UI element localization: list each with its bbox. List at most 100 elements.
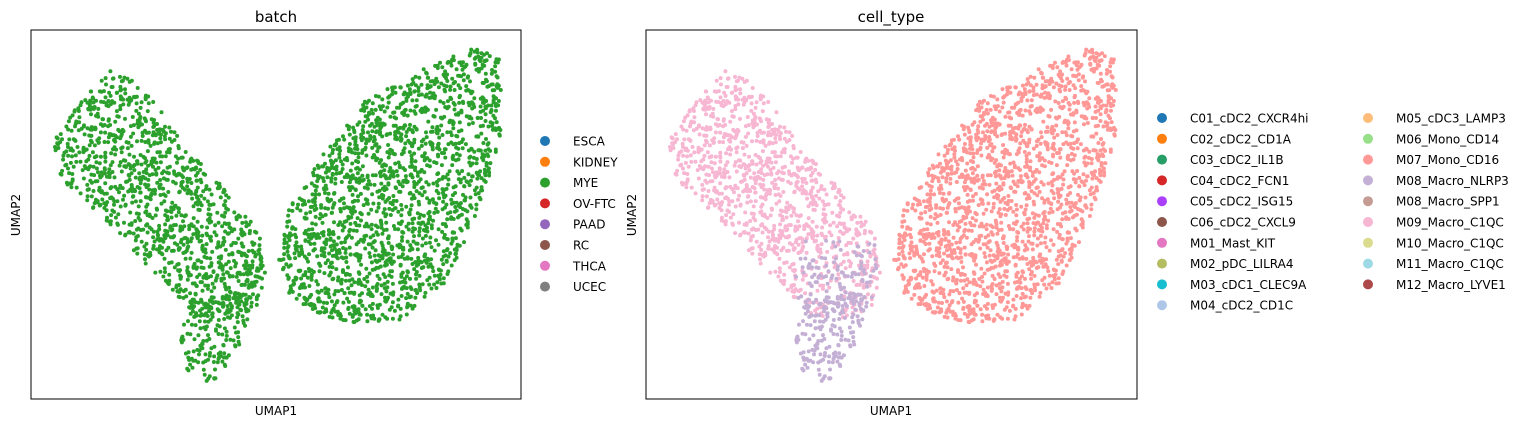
cell-point — [478, 197, 483, 202]
cell-point — [373, 258, 378, 263]
cell-point — [347, 245, 352, 250]
cell-point — [387, 206, 392, 211]
cell-point — [185, 184, 190, 189]
cell-point — [233, 295, 238, 300]
cell-point — [112, 100, 117, 105]
cell-point — [391, 224, 396, 228]
cell-point — [875, 276, 879, 281]
cell-point — [387, 273, 392, 278]
cell-point — [322, 240, 327, 245]
cell-point — [223, 210, 228, 215]
cell-point — [163, 208, 168, 213]
cell-point — [746, 164, 751, 169]
cell-point — [322, 246, 327, 251]
cell-point — [756, 154, 761, 159]
cell-point — [143, 140, 148, 144]
cell-point — [423, 241, 428, 246]
cell-point — [92, 201, 97, 206]
cell-point — [821, 333, 825, 338]
cell-point — [376, 205, 381, 210]
cell-point — [854, 253, 859, 258]
cell-point — [413, 74, 418, 79]
cell-point — [962, 142, 967, 146]
cell-point — [1049, 286, 1054, 290]
cell-point — [379, 240, 384, 245]
cell-point — [719, 103, 724, 108]
cell-point — [798, 287, 803, 292]
cell-point — [730, 187, 735, 192]
cell-point — [404, 134, 409, 139]
cell-point — [704, 112, 708, 117]
cell-point — [782, 136, 787, 141]
cell-point — [337, 155, 342, 160]
cell-point — [178, 240, 183, 245]
cell-point — [152, 140, 157, 145]
cell-point — [136, 125, 141, 130]
cell-point — [484, 137, 488, 141]
cell-point — [489, 103, 494, 108]
cell-point — [733, 160, 738, 165]
cell-point — [983, 254, 988, 259]
cell-point — [402, 146, 407, 151]
cell-point — [123, 202, 128, 207]
cell-point — [91, 100, 96, 105]
cell-point — [154, 206, 159, 211]
cell-point — [176, 262, 181, 266]
cell-point — [808, 292, 813, 297]
cell-point — [400, 247, 405, 252]
cell-point — [426, 211, 431, 216]
cell-point — [207, 353, 212, 358]
cell-point — [224, 222, 229, 226]
cell-point — [791, 210, 796, 215]
cell-point — [773, 193, 778, 197]
cell-point — [439, 81, 444, 86]
cell-point — [425, 86, 430, 91]
cell-point — [771, 233, 775, 238]
cell-point — [451, 54, 456, 59]
cell-point — [122, 193, 127, 198]
cell-point — [816, 189, 821, 194]
cell-point — [427, 282, 432, 287]
cell-point — [367, 98, 371, 103]
cell-point — [390, 148, 394, 153]
cell-point — [821, 207, 826, 212]
cell-point — [136, 226, 141, 231]
cell-point — [339, 196, 344, 201]
cell-point — [984, 107, 989, 112]
cell-point — [833, 256, 838, 261]
cell-point — [194, 266, 199, 271]
cell-point — [300, 283, 305, 288]
cell-point — [430, 125, 435, 130]
cell-point — [223, 364, 228, 368]
cell-point — [388, 200, 393, 205]
cell-point — [803, 273, 808, 278]
cell-point — [831, 240, 836, 245]
cell-point — [705, 150, 710, 155]
cell-point — [89, 125, 94, 130]
cell-point — [85, 126, 90, 131]
cell-point — [405, 113, 410, 118]
cell-point — [711, 170, 715, 175]
cell-point — [835, 267, 840, 272]
cell-point — [163, 222, 168, 227]
cell-point — [1030, 247, 1035, 252]
cell-point — [237, 302, 242, 307]
cell-point — [134, 108, 139, 113]
cell-point — [1040, 196, 1045, 201]
cell-point — [382, 207, 387, 212]
cell-point — [209, 238, 214, 243]
cell-point — [103, 76, 108, 81]
cell-point — [819, 242, 824, 247]
cell-point — [320, 220, 325, 225]
cell-point — [356, 317, 361, 322]
legend-entry: KIDNEY — [540, 155, 618, 169]
cell-point — [800, 277, 805, 282]
cell-point — [1031, 146, 1036, 151]
cell-point — [293, 277, 298, 282]
cell-point — [232, 210, 237, 215]
cell-point — [82, 164, 87, 169]
cell-point — [323, 286, 328, 291]
cell-point — [104, 82, 108, 87]
cell-point — [414, 104, 419, 108]
cell-point — [203, 319, 207, 324]
